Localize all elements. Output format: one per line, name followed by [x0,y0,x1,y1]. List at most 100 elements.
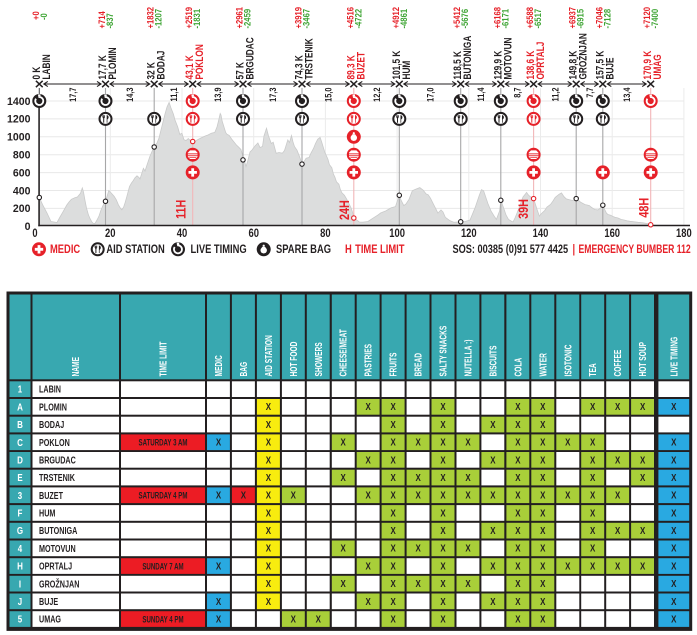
svg-text:X: X [640,473,646,484]
svg-text:14,3: 14,3 [125,88,135,102]
svg-text:X: X [615,402,621,413]
svg-text:X: X [390,597,396,608]
svg-text:+6937: +6937 [568,7,578,29]
svg-text:-6517: -6517 [533,9,543,29]
svg-text:X: X [390,526,396,537]
svg-text:X: X [440,438,446,449]
svg-text:8,7: 8,7 [513,88,523,98]
svg-text:X: X [216,615,222,626]
svg-text:X: X [590,402,596,413]
svg-text:-4861: -4861 [399,9,409,29]
svg-text:101,5 K: 101,5 K [391,51,403,80]
svg-text:-0: -0 [39,13,49,20]
svg-text:74,3 K: 74,3 K [294,55,306,79]
svg-text:X: X [640,561,646,572]
svg-text:MOTOVUN: MOTOVUN [39,544,76,555]
svg-text:0: 0 [32,228,37,240]
svg-text:A: A [17,402,23,413]
svg-text:HUM: HUM [39,509,55,520]
svg-text:BUZET: BUZET [355,52,367,80]
svg-text:X: X [440,615,446,626]
svg-text:X: X [671,615,677,626]
svg-text:X: X [540,508,546,519]
svg-text:X: X [266,597,272,608]
svg-text:HUM: HUM [401,61,413,80]
svg-text:X: X [390,491,396,502]
svg-text:1000: 1000 [7,132,31,144]
svg-text:120: 120 [461,228,477,240]
svg-text:X: X [316,615,322,626]
svg-text:POKLON: POKLON [39,438,70,449]
svg-text:OPRTALJ: OPRTALJ [39,562,72,573]
svg-text:0: 0 [25,221,31,233]
svg-text:BRGUDAC: BRGUDAC [39,456,76,467]
svg-text:B: B [17,420,23,431]
svg-text:LIVE TIMING: LIVE TIMING [191,242,247,256]
svg-text:I: I [19,579,21,590]
svg-text:+4912: +4912 [391,7,401,29]
svg-text:X: X [671,526,677,537]
svg-text:X: X [515,579,521,590]
svg-text:X: X [415,491,421,502]
svg-text:X: X [615,491,621,502]
svg-text:PASTRIES: PASTRIES [363,344,375,377]
svg-text:X: X [266,491,272,502]
svg-text:X: X [366,455,372,466]
svg-text:11H: 11H [174,200,189,219]
svg-text:X: X [266,455,272,466]
svg-text:X: X [540,544,546,555]
svg-text:X: X [266,402,272,413]
svg-text:X: X [515,526,521,537]
svg-text:BRGUDAC: BRGUDAC [245,37,257,79]
svg-text:X: X [291,615,297,626]
svg-text:X: X [415,473,421,484]
svg-text:X: X [366,402,372,413]
svg-text:X: X [671,508,677,519]
svg-text:BISCUITS: BISCUITS [487,346,499,377]
svg-text:TEA: TEA [587,363,599,376]
svg-text:X: X [490,561,496,572]
svg-text:X: X [515,544,521,555]
svg-text:PLOMIN: PLOMIN [107,47,119,79]
svg-text:X: X [515,420,521,431]
svg-text:H: H [17,562,23,573]
svg-text:+7120: +7120 [642,7,652,29]
svg-text:X: X [291,491,297,502]
svg-text:BUTONIGA: BUTONIGA [462,36,474,80]
svg-text:X: X [390,579,396,590]
svg-text:BODAJ: BODAJ [156,51,168,80]
svg-text:X: X [366,597,372,608]
svg-text:F: F [18,509,23,520]
svg-text:X: X [390,561,396,572]
svg-text:SOS: 00385 (0)91 577 4425: SOS: 00385 (0)91 577 4425 [453,242,569,256]
svg-text:J: J [18,597,22,608]
svg-text:+1832: +1832 [146,7,156,29]
svg-text:+6168: +6168 [492,7,502,29]
svg-text:X: X [590,491,596,502]
svg-text:X: X [390,473,396,484]
svg-text:BUJE: BUJE [604,58,616,80]
svg-text:LIVE TIMING: LIVE TIMING [668,337,680,377]
svg-text:SUNDAY 7 AM: SUNDAY 7 AM [142,561,183,571]
svg-text:X: X [540,526,546,537]
svg-text:600: 600 [13,167,31,179]
svg-text:1200: 1200 [7,114,31,126]
svg-text:X: X [540,473,546,484]
svg-text:X: X [490,526,496,537]
svg-text:BUZET: BUZET [39,491,63,502]
svg-text:X: X [390,508,396,519]
svg-text:X: X [465,473,471,484]
svg-text:X: X [440,473,446,484]
svg-text:+4516: +4516 [345,7,355,29]
svg-text:X: X [540,615,546,626]
svg-text:13,9: 13,9 [213,88,223,102]
svg-text:LABIN: LABIN [41,54,53,79]
svg-text:160: 160 [604,228,620,240]
svg-text:X: X [590,508,596,519]
svg-text:FRUITS: FRUITS [388,353,400,377]
svg-text:-1207: -1207 [154,9,164,29]
svg-text:BAG: BAG [238,362,250,377]
svg-text:X: X [266,579,272,590]
svg-text:X: X [590,455,596,466]
svg-text:180: 180 [676,228,692,240]
